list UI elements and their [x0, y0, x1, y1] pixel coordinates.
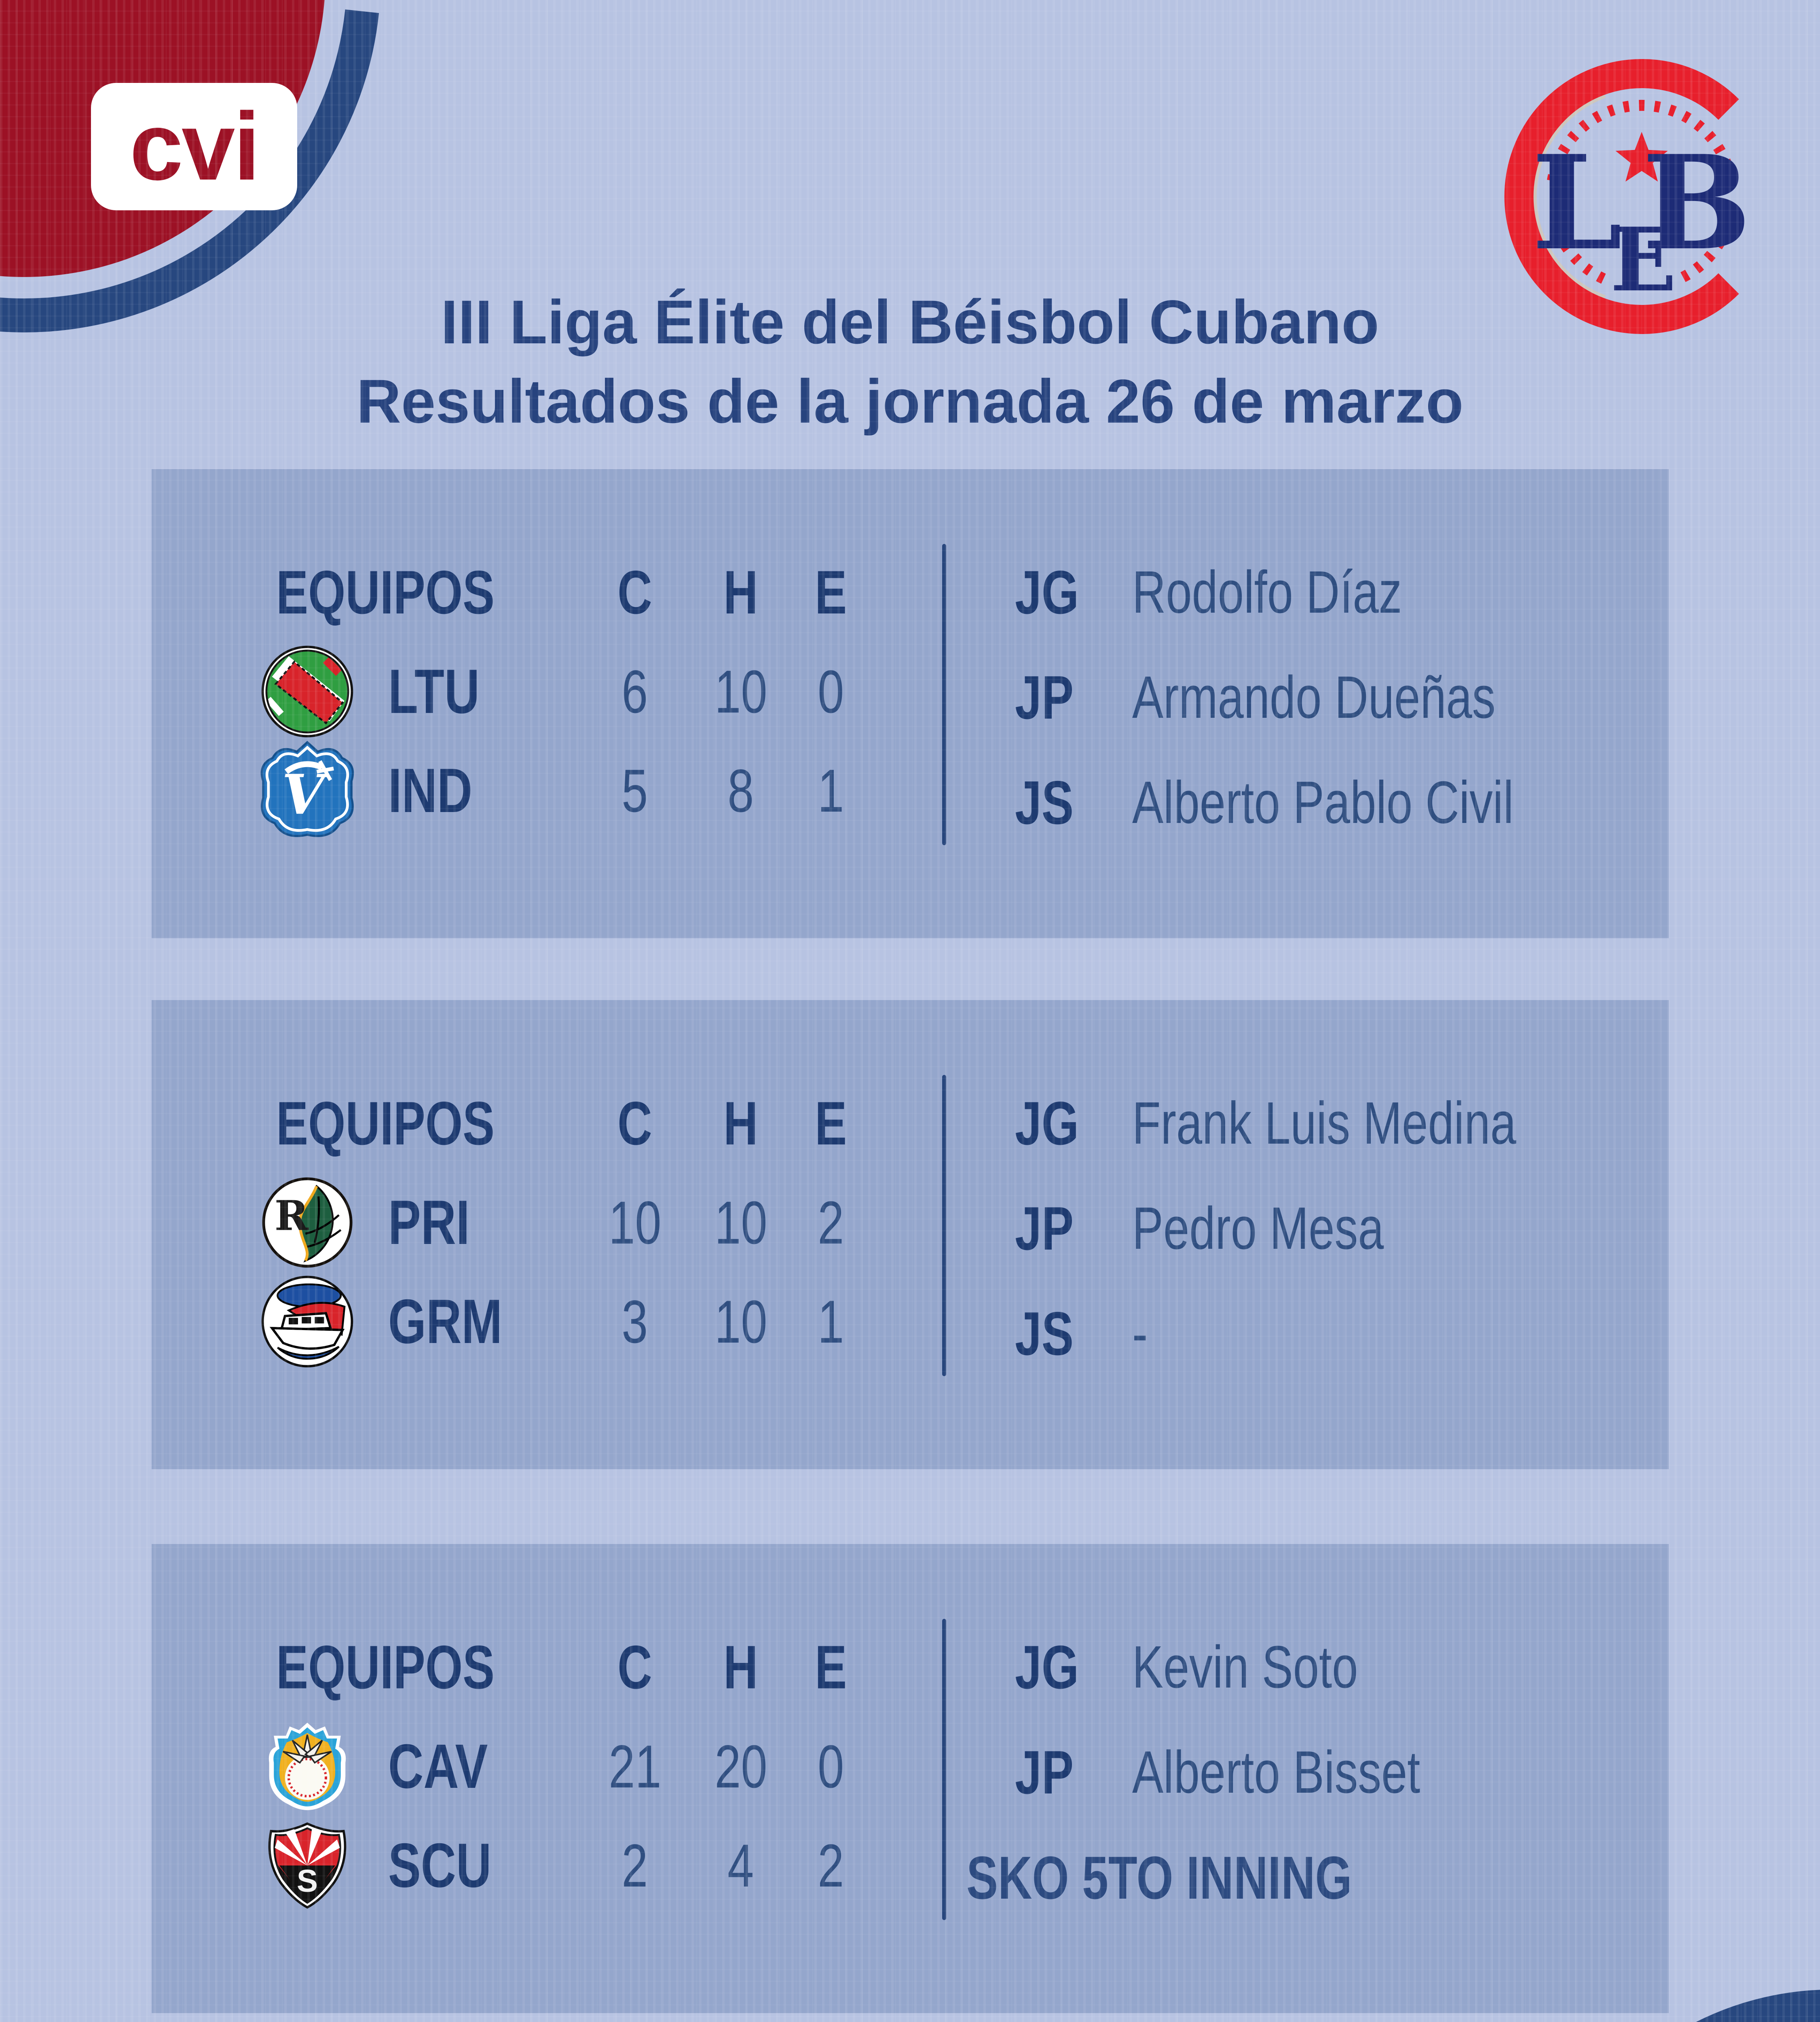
team-abbr: PRI	[388, 1187, 470, 1257]
team-hits: 4	[727, 1832, 754, 1899]
leb-star-icon	[1615, 132, 1668, 182]
leb-letter-l: L	[1532, 127, 1623, 279]
pitcher-name: Kevin Soto	[1132, 1634, 1358, 1701]
industriales-logo: V	[255, 738, 360, 843]
team-abbr: GRM	[388, 1286, 503, 1356]
las-tunas-logo	[261, 645, 354, 738]
cvi-logo: cvi	[91, 83, 297, 210]
column-header-h: H	[723, 558, 758, 627]
pitcher-name: Pedro Mesa	[1132, 1195, 1384, 1262]
team-runs: 6	[621, 658, 648, 725]
page-title: III Liga Élite del Béisbol Cubano Result…	[0, 288, 1820, 436]
title-line-1: III Liga Élite del Béisbol Cubano	[441, 288, 1379, 357]
column-header-h: H	[723, 1633, 758, 1702]
team-hits: 8	[727, 757, 754, 825]
pitcher-name: Alberto Bisset	[1132, 1739, 1420, 1806]
team-abbr: SCU	[388, 1830, 492, 1900]
pitcher-name: Alberto Pablo Civil	[1132, 769, 1514, 836]
pitcher-label-jp: JP	[1015, 1194, 1074, 1263]
team-errors: 0	[818, 658, 844, 725]
team-hits: 10	[714, 1189, 767, 1256]
team-hits: 10	[714, 1288, 767, 1356]
pitcher-name: Armando Dueñas	[1132, 664, 1496, 731]
team-runs: 2	[621, 1832, 648, 1899]
pitcher-name: Rodolfo Díaz	[1132, 559, 1402, 626]
team-hits: 10	[714, 658, 767, 725]
leb-stitches-icon	[1547, 100, 1737, 284]
leb-letter-e: E	[1610, 208, 1677, 311]
game-panel-1: EQUIPOS C H E LTU 6 10 0 V	[152, 469, 1669, 938]
pitcher-label-js: JS	[1015, 768, 1074, 837]
granma-logo	[261, 1275, 354, 1368]
column-header-e: E	[815, 1089, 847, 1158]
team-errors: 1	[818, 1288, 844, 1356]
team-errors: 2	[818, 1189, 844, 1256]
title-line-2: Resultados de la jornada 26 de marzo	[356, 367, 1464, 436]
team-errors: 1	[818, 757, 844, 825]
team-abbr: LTU	[388, 656, 480, 726]
leb-letter-b: B	[1642, 127, 1751, 279]
pitcher-label-jg: JG	[1015, 1089, 1079, 1158]
team-errors: 0	[818, 1732, 844, 1800]
team-errors: 2	[818, 1832, 844, 1899]
ciego-de-avila-logo	[261, 1720, 354, 1813]
team-runs: 21	[608, 1732, 662, 1800]
svg-text:R: R	[275, 1191, 309, 1239]
pitcher-name: -	[1132, 1300, 1148, 1367]
column-header-c: C	[617, 1089, 652, 1158]
vertical-divider	[942, 544, 946, 845]
vertical-divider	[942, 1619, 946, 1920]
pitcher-label-jp: JP	[1015, 1738, 1074, 1807]
svg-text:S: S	[297, 1863, 318, 1898]
pitcher-label-js: JS	[1015, 1299, 1074, 1368]
pitcher-label-jg: JG	[1015, 1633, 1079, 1702]
game-panel-2: EQUIPOS C H E R PRI 10 10 2	[152, 1000, 1669, 1469]
column-header-equipos: EQUIPOS	[276, 558, 495, 627]
santiago-de-cuba-logo: S	[261, 1819, 354, 1912]
pitcher-label-jg: JG	[1015, 558, 1079, 627]
team-runs: 3	[621, 1288, 648, 1356]
team-abbr: CAV	[388, 1731, 488, 1801]
game-note-sko: SKO 5TO INNING	[966, 1844, 1352, 1912]
column-header-equipos: EQUIPOS	[276, 1633, 495, 1702]
column-header-e: E	[815, 1633, 847, 1702]
column-header-c: C	[617, 558, 652, 627]
team-abbr: IND	[388, 755, 473, 825]
pitcher-name: Frank Luis Medina	[1132, 1090, 1516, 1157]
column-header-e: E	[815, 558, 847, 627]
baseball-corner-decoration	[1696, 1990, 1820, 2022]
svg-text:V: V	[282, 762, 329, 827]
cvi-logo-text: cvi	[129, 93, 260, 200]
title-date: 26 de marzo	[1106, 367, 1464, 436]
leb-logo: L E B	[1504, 59, 1751, 334]
team-hits: 20	[714, 1732, 767, 1800]
game-panel-3: EQUIPOS C H E CAV 21 20 0	[152, 1544, 1669, 2013]
team-runs: 5	[621, 757, 648, 825]
vertical-divider	[942, 1075, 946, 1376]
team-runs: 10	[608, 1189, 662, 1256]
column-header-c: C	[617, 1633, 652, 1702]
column-header-equipos: EQUIPOS	[276, 1089, 495, 1158]
column-header-h: H	[723, 1089, 758, 1158]
pitcher-label-jp: JP	[1015, 663, 1074, 732]
pinar-del-rio-logo: R	[261, 1176, 354, 1269]
